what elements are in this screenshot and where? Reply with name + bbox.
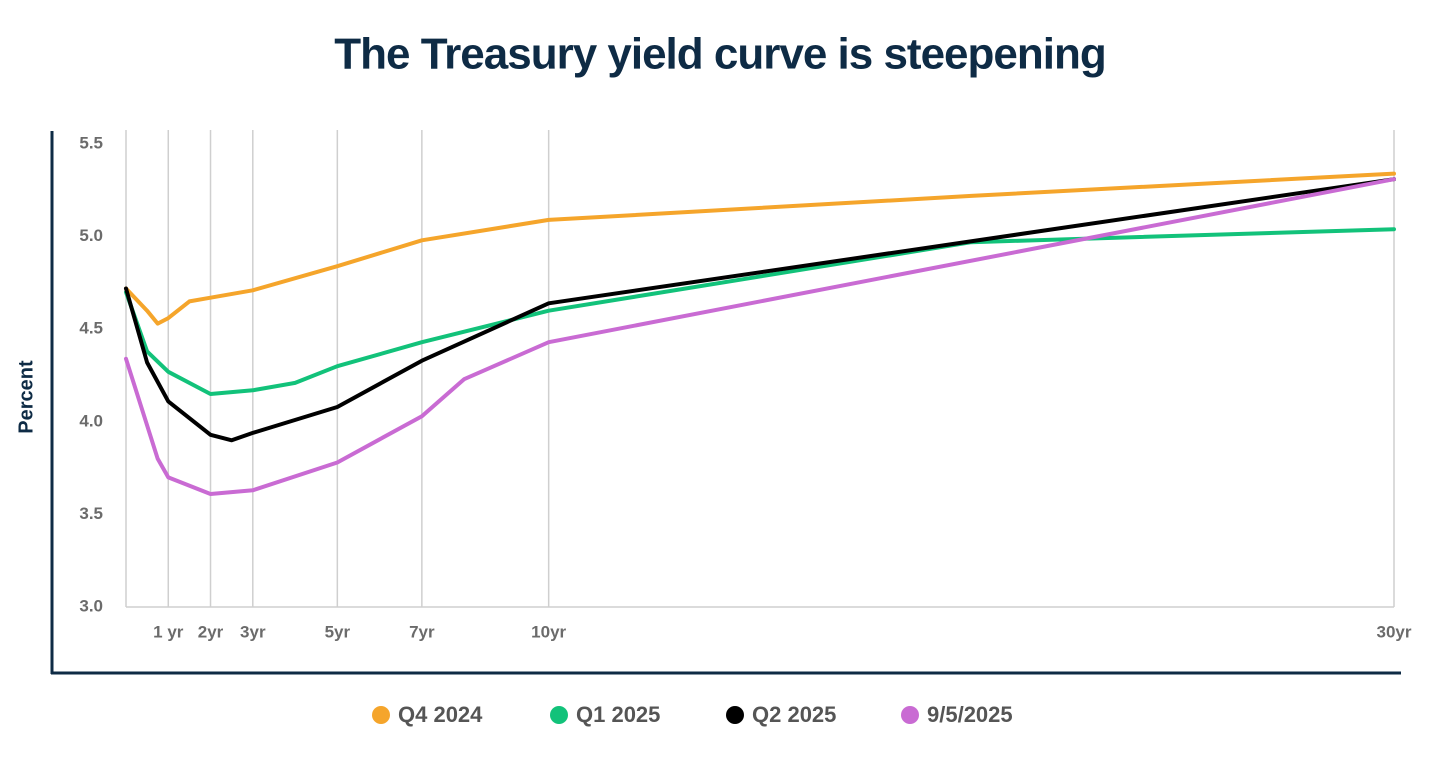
x-tick-label: 2yr <box>198 622 224 641</box>
x-tick-label: 1 yr <box>153 622 184 641</box>
chart-title: The Treasury yield curve is steepening <box>334 30 1105 79</box>
legend-label: Q1 2025 <box>576 702 660 727</box>
x-tick-label: 7yr <box>409 622 435 641</box>
x-tick-label: 5yr <box>325 622 351 641</box>
series-line <box>124 227 1396 396</box>
series-line <box>124 177 1396 443</box>
y-tick-label: 3.0 <box>79 596 103 615</box>
y-tick-label: 5.5 <box>79 133 103 152</box>
series-line <box>124 177 1396 496</box>
legend-marker <box>901 706 919 724</box>
legend-marker <box>726 706 744 724</box>
legend-marker <box>372 706 390 724</box>
y-tick-label: 3.5 <box>79 504 103 523</box>
legend-marker <box>550 706 568 724</box>
y-tick-label: 5.0 <box>79 226 103 245</box>
x-tick-label: 10yr <box>531 622 566 641</box>
legend-label: Q4 2024 <box>398 702 483 727</box>
legend-label: Q2 2025 <box>752 702 836 727</box>
x-tick-label: 3yr <box>240 622 266 641</box>
x-tick-label: 30yr <box>1377 622 1412 641</box>
legend-label: 9/5/2025 <box>927 702 1013 727</box>
y-tick-label: 4.5 <box>79 319 103 338</box>
y-axis-label: Percent <box>15 360 37 434</box>
series-line <box>124 171 1396 326</box>
y-tick-label: 4.0 <box>79 411 103 430</box>
